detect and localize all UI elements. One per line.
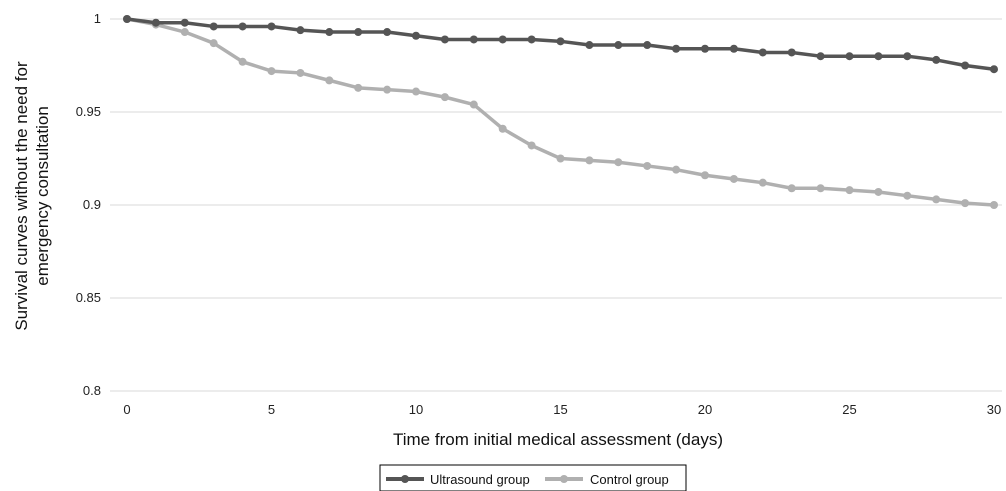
legend: Ultrasound group Control group [379,464,687,491]
y-tick-label-1: 0.85 [76,290,101,305]
series-0-point-6 [296,26,305,35]
series-1-point-5 [267,67,276,76]
y-tick-labels: 0.8 0.85 0.9 0.95 1 [76,11,101,398]
legend-label-ultrasound: Ultrasound group [430,472,530,487]
series-1 [123,15,998,209]
series-1-point-2 [180,28,189,37]
series-0-point-1 [151,18,160,27]
series-0-point-13 [498,35,507,44]
x-tick-label-4: 20 [698,402,712,417]
series-0-point-10 [412,31,420,40]
series-1-point-20 [701,171,709,180]
series-1-point-28 [932,195,941,204]
series-1-point-17 [614,158,623,167]
series-1-point-27 [903,191,912,200]
series-0-point-21 [729,44,738,53]
x-tick-label-2: 10 [409,402,423,417]
series-1-point-18 [643,161,652,170]
series-1-point-6 [296,68,305,77]
series-1-point-29 [961,199,970,208]
series-1-point-3 [209,39,218,48]
series-0-point-16 [585,41,594,50]
series-0-point-9 [383,28,392,37]
legend-marker-control [560,475,568,483]
y-tick-label-3: 0.95 [76,104,101,119]
series-0-point-30 [990,65,998,74]
series-0-point-29 [961,61,970,70]
y-tick-label-2: 0.9 [83,197,101,212]
series-0-point-8 [354,28,363,37]
x-tick-label-0: 0 [123,402,130,417]
series-1-point-24 [816,184,825,193]
y-tick-label-4: 1 [94,11,101,26]
series-1-point-30 [990,201,998,209]
series-lines [123,15,998,209]
legend-box [379,464,687,491]
series-1-point-4 [238,57,247,66]
x-tick-labels: 0 5 10 15 20 25 30 [123,402,1001,417]
series-0-point-24 [816,52,825,61]
legend-label-control: Control group [590,472,669,487]
series-1-point-19 [672,165,681,174]
series-1-point-21 [729,174,738,183]
x-tick-label-3: 15 [553,402,567,417]
series-0-point-18 [643,41,652,50]
series-0-point-3 [209,22,218,31]
series-1-point-13 [498,124,507,133]
series-0-point-26 [874,52,883,61]
y-tick-label-0: 0.8 [83,383,101,398]
series-1-point-14 [527,141,536,150]
series-0-point-25 [845,52,854,61]
x-tick-label-1: 5 [268,402,275,417]
series-0-point-11 [440,35,449,44]
series-1-point-22 [758,178,767,187]
series-0-point-5 [267,22,276,31]
series-1-point-11 [440,93,449,102]
series-1-point-16 [585,156,594,165]
series-1-point-26 [874,187,883,196]
series-0 [123,15,998,74]
series-0-point-14 [527,35,536,44]
x-tick-label-5: 25 [842,402,856,417]
grid-lines [110,18,1002,392]
series-1-point-9 [383,85,392,94]
series-1-point-25 [845,186,854,195]
series-0-point-27 [903,52,912,61]
series-0-point-2 [180,18,189,27]
series-0-point-22 [758,48,767,57]
series-0-point-4 [238,22,247,31]
series-0-point-0 [123,15,131,23]
series-0-point-20 [701,44,709,53]
y-axis-title-line-1: Survival curves without the need for [12,61,31,331]
series-0-point-15 [556,37,565,46]
series-0-point-19 [672,44,681,53]
series-0-point-23 [787,48,796,57]
series-0-point-28 [932,55,941,64]
series-1-point-8 [354,83,363,92]
series-1-point-23 [787,184,796,193]
series-0-point-12 [469,35,478,44]
legend-marker-ultrasound [401,475,409,483]
series-0-point-7 [325,28,334,37]
x-tick-label-6: 30 [987,402,1001,417]
series-1-point-7 [325,76,334,85]
series-1-point-15 [556,154,565,163]
y-axis-title-line-2: emergency consultation [33,106,52,286]
series-0-point-17 [614,41,623,50]
x-axis-title: Time from initial medical assessment (da… [393,430,723,449]
series-1-point-12 [469,100,478,109]
series-1-point-10 [412,87,420,96]
